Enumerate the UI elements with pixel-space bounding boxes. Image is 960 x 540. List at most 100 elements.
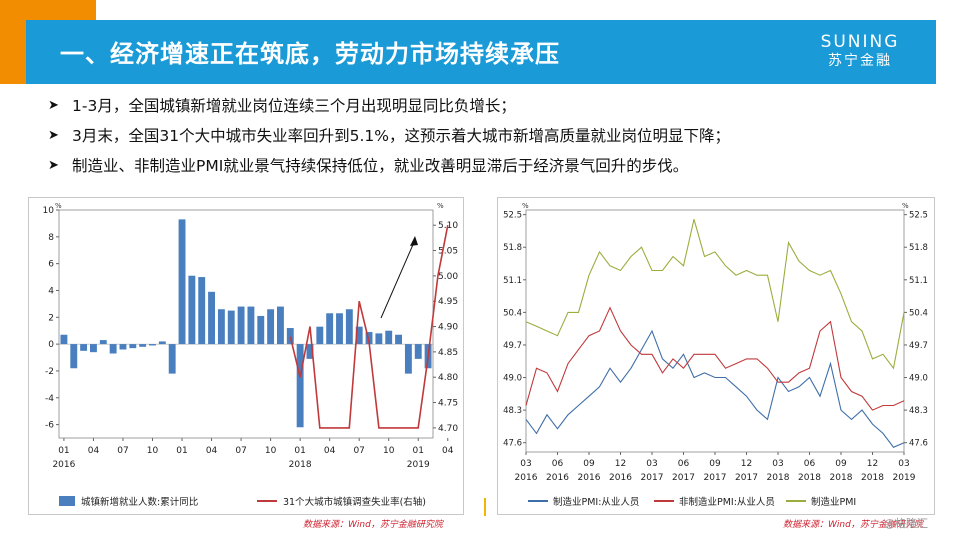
bar [277,306,284,345]
brand-logo: SUNING 苏宁金融 [800,32,920,70]
source-note-right: 数据来源：Wind，苏宁金融研究院 [783,520,923,530]
x-tick-year: 2019 [893,473,916,483]
bar [247,306,255,345]
x-tick-year: 2016 [52,460,75,470]
x-tick-month: 03 [520,459,531,469]
left-tick-label: 49.0 [503,374,522,384]
unemployment-line [289,225,449,429]
right-tick-label: 50.4 [909,308,928,318]
bar [414,344,422,359]
legend-label: 非制造业PMI:从业人员 [679,497,775,508]
right-tick-label: 51.8 [909,243,928,253]
arrow-bullet-icon: ➤ [48,157,59,173]
x-tick-month: 06 [678,459,690,469]
bar [296,344,304,428]
employment-chart-panel: %% 10 8 6 4 2 0 -2 -4 -6 5.10 5.05 5.00 4.95 4.90 4.85 4… [28,197,464,515]
x-tick-month: 07 [235,446,246,456]
corner-accent-left [0,20,26,84]
bar [257,315,265,345]
bullet-item: ➤ 1-3月，全国城镇新增就业岗位连续三个月出现明显同比负增长； [48,90,730,120]
bar [306,344,314,359]
x-tick-month: 01 [294,446,305,456]
bar [316,326,324,345]
right-tick-label: 4.85 [438,348,458,358]
x-tick-month: 12 [615,459,626,469]
left-tick-label: 10 [43,206,55,216]
left-tick-label: 0 [48,340,54,350]
left-tick-label: 50.4 [503,308,522,318]
left-tick-label: 48.3 [503,406,522,416]
watermark: @格隆汇 [884,517,928,530]
legend-line-swatch [257,500,277,502]
pmi-chart-panel: %% 52.5 52.5 51.8 51.8 51.1 51.1 50.4 50.4 49.7 49… [497,197,935,515]
bullet-text: 制造业、非制造业PMI就业景气持续保持低位，就业改善明显滞后于经济景气回升的步伐… [72,157,689,175]
divider-mark [484,498,486,516]
bar [375,333,383,345]
series-line [525,306,905,411]
bar [70,344,78,369]
left-tick-label: 47.6 [503,439,522,449]
x-tick-year: 2017 [672,473,695,483]
right-tick-label: 4.70 [438,424,458,434]
bar [395,334,402,345]
bullet-text: 3月末，全国31个大中城市失业率回升到5.1%，这预示着大城市新增高质量就业岗位… [72,127,730,145]
pmi-chart: % %52.5 52.551.8 51.851.1 51.150.4 50.449.7 49… [503,202,928,483]
bar [188,275,196,345]
x-tick-month: 04 [324,446,336,456]
left-tick-label: -4 [45,394,54,404]
bar [385,330,393,345]
bar [404,344,412,374]
bar [90,344,97,353]
x-tick-month: 07 [117,446,128,456]
legend-bar-item: 城镇新增就业人数:累计同比 [59,494,198,508]
legend-swatch [528,500,548,502]
bar [286,328,294,345]
corner-accent-top [0,0,96,20]
x-tick-month: 12 [867,459,878,469]
bar [326,313,334,345]
left-tick-label: 2 [48,313,54,323]
bar [60,334,68,345]
bar [227,310,235,345]
legend-label: 制造业PMI:从业人员 [553,497,640,508]
left-tick-label: 6 [48,260,54,270]
bar [80,344,88,351]
x-tick-month: 10 [383,446,395,456]
right-tick-label: 47.6 [909,439,928,449]
bar [178,219,186,345]
legend-line-label: 31个大城市城镇调查失业率(右轴) [283,497,427,508]
page-title: 一、经济增速正在筑底，劳动力市场持续承压 [60,40,560,68]
x-tick-year: 2016 [609,473,632,483]
series-line [525,329,905,448]
arrow-bullet-icon: ➤ [48,97,59,113]
bar [109,344,117,354]
left-tick-label: -2 [45,367,54,377]
bar [158,341,166,345]
bullet-list: ➤ 1-3月，全国城镇新增就业岗位连续三个月出现明显同比负增长； ➤ 3月末，全… [48,90,730,180]
legend-bar-swatch [59,496,75,506]
x-tick-year: 2017 [704,473,727,483]
right-tick-label: 5.05 [438,247,458,257]
logo-text-cn: 苏宁金融 [828,53,892,69]
legend-series-1: 制造业PMI:从业人员 [528,494,639,508]
x-tick-year: 2016 [546,473,569,483]
x-tick-month: 01 [58,446,69,456]
bar [237,306,245,345]
trend-arrow-head [410,236,418,246]
employment-chart: % %1086420-2-4-65.105.055.004.954.904.854… [43,202,459,470]
bar [149,344,156,346]
right-tick-label: 4.90 [438,323,458,333]
x-tick-month: 04 [442,446,454,456]
left-tick-label: 52.5 [503,211,522,221]
legend-swatch [786,500,806,502]
legend-series-3: 制造业PMI [786,494,856,508]
bullet-item: ➤ 制造业、非制造业PMI就业景气持续保持低位，就业改善明显滞后于经济景气回升的… [48,150,730,180]
trend-arrow-shaft [380,239,416,319]
left-axis-unit: % [522,202,529,210]
bar [168,344,176,374]
right-tick-label: 51.1 [909,276,928,286]
bar [119,344,127,350]
right-tick-label: 4.75 [438,399,458,409]
x-tick-month: 12 [741,459,752,469]
x-tick-month: 03 [646,459,657,469]
